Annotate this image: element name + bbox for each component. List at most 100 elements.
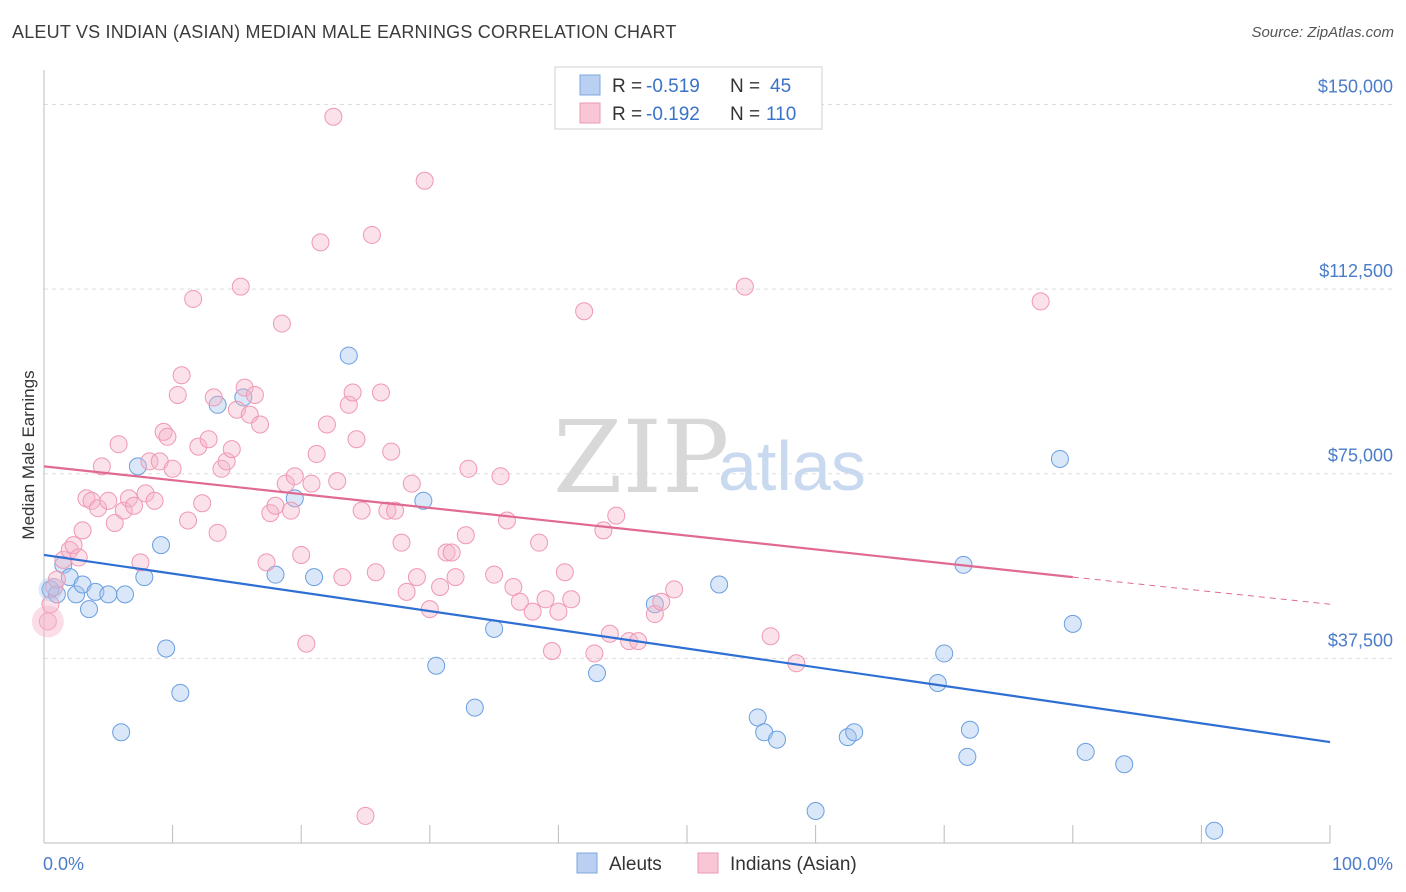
indian-point-56 <box>311 233 330 252</box>
x-tick-label-min: 0.0% <box>43 854 84 874</box>
data-points <box>31 107 1224 840</box>
indian-point-65 <box>356 806 375 825</box>
indian-point-82 <box>456 526 475 545</box>
indian-point-109 <box>1031 292 1050 311</box>
aleut-point-10 <box>116 585 135 604</box>
indian-point-34 <box>204 388 223 407</box>
indian-point-76 <box>415 171 434 190</box>
aleut-point-20 <box>305 568 324 587</box>
indian-cluster-blob <box>31 605 64 638</box>
aleut-point-40 <box>1050 449 1069 468</box>
aleut-point-34 <box>845 723 864 742</box>
indian-point-3 <box>47 570 66 589</box>
indian-point-12 <box>92 457 111 476</box>
aleut-point-8 <box>99 585 118 604</box>
series-legend: Aleuts Indians (Asian) <box>576 852 857 875</box>
indian-point-22 <box>145 491 164 510</box>
aleut-point-42 <box>1076 742 1095 761</box>
aleut-point-39 <box>960 720 979 739</box>
indian-point-89 <box>523 602 542 621</box>
aleut-point-23 <box>427 656 446 675</box>
aleut-point-43 <box>1115 755 1134 774</box>
indian-point-8 <box>73 521 92 540</box>
indian-point-96 <box>575 302 594 321</box>
y-axis-title: Median Male Earnings <box>19 370 38 539</box>
indian-point-47 <box>266 496 285 515</box>
aleut-point-38 <box>958 747 977 766</box>
indian-point-41 <box>235 378 254 397</box>
indian-point-97 <box>585 644 604 663</box>
aleut-point-25 <box>485 619 504 638</box>
indian-point-28 <box>172 366 191 385</box>
indian-point-57 <box>317 415 336 434</box>
indian-point-94 <box>555 563 574 582</box>
indian-point-25 <box>158 427 177 446</box>
indian-point-54 <box>302 474 321 493</box>
indian-point-63 <box>347 430 366 449</box>
aleut-trend-line <box>43 553 1331 744</box>
indian-point-20 <box>136 484 155 503</box>
indian-point-92 <box>542 641 561 660</box>
indian-point-70 <box>382 442 401 461</box>
aleut-point-31 <box>768 730 787 749</box>
indian-point-64 <box>352 501 371 520</box>
indian-point-7 <box>69 548 88 567</box>
series-legend-swatch-indians <box>697 852 719 874</box>
indian-point-93 <box>549 602 568 621</box>
indian-point-98 <box>594 521 613 540</box>
legend-swatch-indians <box>579 102 601 124</box>
indian-point-83 <box>459 459 478 478</box>
indian-point-79 <box>437 543 456 562</box>
indian-point-29 <box>179 511 198 530</box>
indian-point-9 <box>77 489 96 508</box>
indian-point-84 <box>485 565 504 584</box>
aleut-point-18 <box>266 565 285 584</box>
indian-trend-line <box>43 465 1073 579</box>
indian-point-14 <box>105 513 124 532</box>
indian-point-100 <box>607 506 626 525</box>
indian-point-44 <box>251 415 270 434</box>
aleut-point-13 <box>152 536 171 555</box>
trend-lines <box>43 465 1331 744</box>
aleut-cluster-blob <box>38 577 63 602</box>
source-label: Source: ZipAtlas.com <box>1251 24 1394 41</box>
series-legend-label-indians: Indians (Asian) <box>730 854 857 875</box>
indian-point-95 <box>562 590 581 609</box>
aleut-point-22 <box>414 491 433 510</box>
indian-point-35 <box>208 523 227 542</box>
indian-point-50 <box>281 501 300 520</box>
y-tick-label-3: $150,000 <box>1318 76 1393 96</box>
indian-point-52 <box>292 545 311 564</box>
legend-n-value-indians: 110 <box>766 104 796 125</box>
aleut-point-21 <box>339 346 358 365</box>
indian-point-99 <box>600 624 619 643</box>
indian-point-53 <box>297 634 316 653</box>
aleut-point-36 <box>935 644 954 663</box>
indian-point-81 <box>446 568 465 587</box>
indian-point-48 <box>272 314 291 333</box>
indian-point-107 <box>761 627 780 646</box>
indian-point-72 <box>392 533 411 552</box>
indian-point-30 <box>184 289 203 308</box>
indian-point-88 <box>510 592 529 611</box>
indian-point-33 <box>199 430 218 449</box>
indian-point-21 <box>140 452 159 471</box>
indian-point-26 <box>163 459 182 478</box>
aleut-point-9 <box>112 723 131 742</box>
indian-point-55 <box>307 445 326 464</box>
indian-point-67 <box>366 563 385 582</box>
indian-point-13 <box>99 491 118 510</box>
indian-point-38 <box>222 440 241 459</box>
aleut-point-26 <box>587 664 606 683</box>
indian-point-60 <box>333 568 352 587</box>
watermark: ZIP atlas <box>553 399 866 516</box>
indian-point-27 <box>168 385 187 404</box>
indian-point-31 <box>189 437 208 456</box>
legend-swatch-aleuts <box>579 74 601 96</box>
aleut-point-4 <box>67 585 86 604</box>
indian-point-15 <box>109 435 128 454</box>
x-tick-label-max: 100.0% <box>1332 854 1393 874</box>
aleut-point-32 <box>806 801 825 820</box>
indian-point-59 <box>328 472 347 491</box>
y-tick-label-1: $75,000 <box>1328 446 1393 466</box>
